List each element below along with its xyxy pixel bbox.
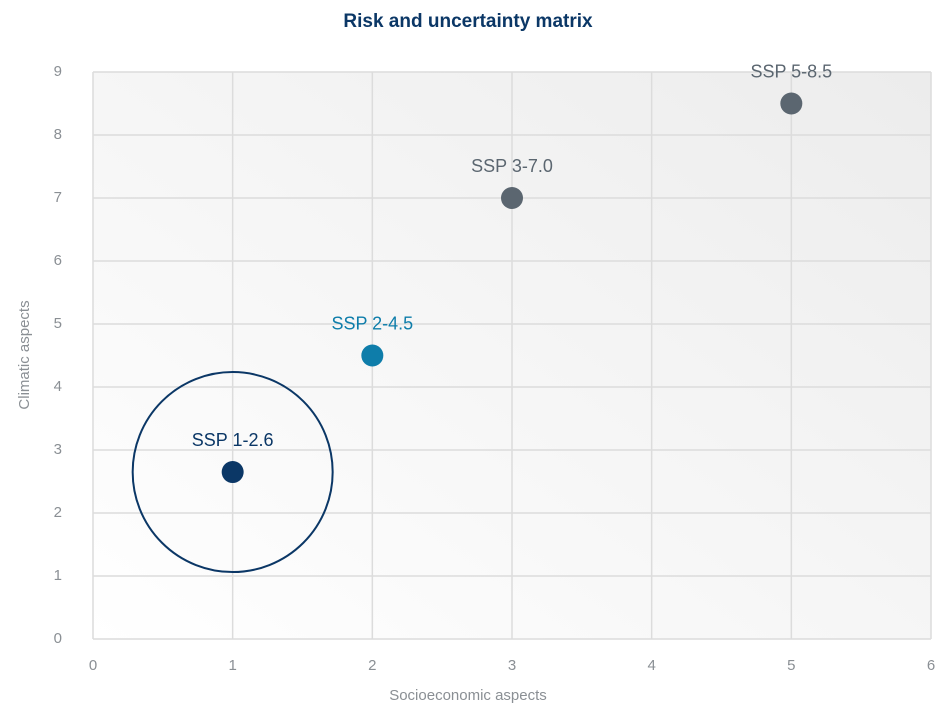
x-tick-label: 2 xyxy=(368,657,376,674)
y-tick-label: 0 xyxy=(54,630,62,647)
y-tick-label: 7 xyxy=(54,189,62,206)
point-label: SSP 3-7.0 xyxy=(471,156,553,176)
x-tick-label: 1 xyxy=(228,657,236,674)
y-tick-label: 5 xyxy=(54,315,62,332)
point-label: SSP 5-8.5 xyxy=(750,61,832,81)
y-tick-label: 3 xyxy=(54,441,62,458)
point-label: SSP 2-4.5 xyxy=(331,313,413,333)
y-tick-label: 1 xyxy=(54,567,62,584)
y-tick-label: 6 xyxy=(54,252,62,269)
y-axis-label: Climatic aspects xyxy=(16,300,33,409)
y-tick-label: 8 xyxy=(54,126,62,143)
highlight-ring xyxy=(131,371,334,574)
y-tick-label: 9 xyxy=(54,63,62,80)
x-tick-label: 5 xyxy=(787,657,795,674)
y-tick-label: 4 xyxy=(54,378,62,395)
point xyxy=(501,187,523,209)
point xyxy=(780,92,803,115)
point-label: SSP 1-2.6 xyxy=(192,430,274,450)
point xyxy=(221,461,244,484)
x-tick-label: 0 xyxy=(89,657,97,674)
point xyxy=(361,344,384,367)
chart-title: Risk and uncertainty matrix xyxy=(343,11,593,32)
x-tick-label: 3 xyxy=(508,657,516,674)
y-tick-label: 2 xyxy=(54,504,62,521)
x-tick-label: 4 xyxy=(647,657,655,674)
x-tick-label: 6 xyxy=(927,657,935,674)
x-axis-label: Socioeconomic aspects xyxy=(389,687,547,704)
